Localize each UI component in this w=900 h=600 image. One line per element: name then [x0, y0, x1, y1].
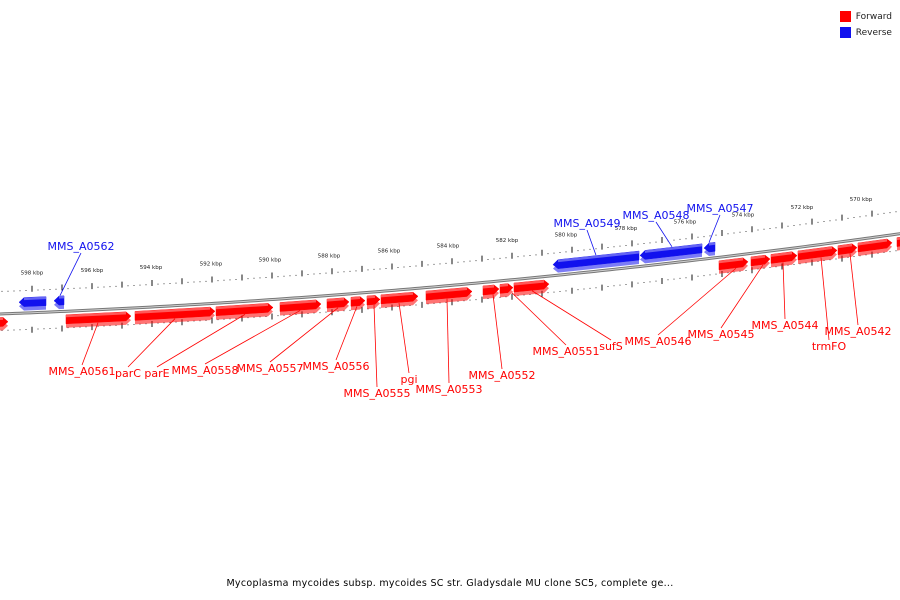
- gene-label[interactable]: MMS_A0545: [688, 328, 755, 341]
- forward-gene-arrow[interactable]: [326, 297, 350, 313]
- legend-label-reverse: Reverse: [855, 27, 892, 38]
- reverse-gene-arrow[interactable]: [18, 296, 47, 311]
- legend-item-forward: Forward: [839, 9, 892, 24]
- leader-line: [492, 294, 503, 370]
- legend: Forward Reverse: [839, 9, 892, 41]
- leader-line: [782, 262, 786, 320]
- leader-line: [81, 322, 99, 366]
- leader-line: [531, 290, 612, 341]
- leader-line: [373, 304, 378, 388]
- tick-label: 580 kbp: [555, 232, 578, 238]
- gene-label[interactable]: MMS_A0549: [554, 217, 621, 230]
- gene-label[interactable]: MMS_A0546: [625, 335, 692, 348]
- gene-label[interactable]: MMS_A0542: [825, 325, 892, 338]
- forward-gene-arrow[interactable]: [770, 251, 798, 268]
- forward-swatch: [839, 11, 851, 22]
- forward-gene-arrow[interactable]: [482, 284, 500, 299]
- leader-line: [446, 298, 450, 384]
- map-caption: Mycoplasma mycoides subsp. mycoides SC s…: [226, 578, 674, 589]
- reverse-gene-arrow[interactable]: [639, 243, 703, 264]
- tick-label: 596 kbp: [81, 268, 104, 274]
- legend-item-reverse: Reverse: [839, 25, 892, 40]
- leader-line: [398, 302, 410, 374]
- tick-label: 572 kbp: [791, 205, 814, 211]
- forward-gene-arrow[interactable]: [857, 238, 893, 256]
- gene-label[interactable]: MMS_A0561: [49, 365, 116, 378]
- leader-line: [655, 221, 673, 248]
- forward-gene-arrow[interactable]: [215, 303, 274, 320]
- gene-layer: [0, 236, 900, 331]
- gene-label[interactable]: trmFO: [812, 340, 847, 353]
- gene-label[interactable]: parE: [144, 367, 169, 380]
- tick-label: 576 kbp: [674, 219, 697, 225]
- reverse-swatch: [839, 27, 851, 38]
- leader-line: [269, 307, 339, 363]
- forward-gene-arrow[interactable]: [425, 287, 473, 305]
- forward-gene-arrow[interactable]: [513, 279, 550, 297]
- tick-label: 598 kbp: [21, 271, 44, 277]
- leader-line: [657, 267, 737, 336]
- gene-label[interactable]: MMS_A0547: [687, 202, 754, 215]
- leader-line: [720, 264, 764, 329]
- tick-label: 584 kbp: [437, 244, 460, 250]
- reverse-gene-arrow[interactable]: [552, 250, 640, 273]
- leader-line: [127, 318, 176, 368]
- gene-label[interactable]: parC: [115, 367, 141, 380]
- gene-label[interactable]: MMS_A0562: [48, 240, 115, 253]
- genome-backbone-highlight: [0, 233, 900, 315]
- gene-label[interactable]: MMS_A0553: [416, 383, 483, 396]
- reverse-gene-arrow[interactable]: [53, 295, 65, 310]
- gene-label[interactable]: MMS_A0551: [533, 345, 600, 358]
- leader-line: [335, 306, 358, 361]
- leader-line: [586, 229, 597, 256]
- leader-line: [708, 214, 721, 243]
- leader-line: [820, 257, 830, 341]
- forward-gene-arrow[interactable]: [65, 311, 132, 328]
- tick-label: 592 kbp: [200, 262, 223, 268]
- reverse-gene-arrow[interactable]: [703, 242, 716, 257]
- tick-label: 590 kbp: [259, 258, 282, 264]
- tick-label: 578 kbp: [615, 226, 638, 232]
- gene-label[interactable]: MMS_A0556: [303, 360, 370, 373]
- legend-label-forward: Forward: [855, 11, 892, 22]
- tick-label: 586 kbp: [378, 249, 401, 255]
- gene-label[interactable]: MMS_A0548: [623, 209, 690, 222]
- gene-label[interactable]: MMS_A0555: [344, 387, 411, 400]
- tick-label: 570 kbp: [850, 197, 873, 203]
- forward-gene-arrow[interactable]: [366, 295, 381, 309]
- leader-line: [849, 253, 859, 326]
- tick-label: 574 kbp: [732, 212, 755, 218]
- forward-gene-arrow[interactable]: [350, 296, 366, 311]
- forward-gene-arrow[interactable]: [797, 246, 838, 264]
- leader-line: [59, 252, 82, 296]
- gene-label[interactable]: MMS_A0558: [172, 364, 239, 377]
- forward-gene-arrow[interactable]: [499, 283, 514, 298]
- tick-label: 582 kbp: [496, 238, 519, 244]
- forward-gene-arrow[interactable]: [750, 254, 771, 270]
- forward-gene-arrow[interactable]: [134, 306, 216, 325]
- gene-label[interactable]: pgi: [400, 373, 417, 386]
- tick-label: 594 kbp: [140, 265, 163, 271]
- leader-line: [204, 310, 301, 365]
- forward-gene-arrow[interactable]: [380, 291, 419, 308]
- gene-label[interactable]: sufS: [599, 340, 623, 353]
- forward-gene-arrow[interactable]: [718, 257, 749, 274]
- gene-label[interactable]: MMS_A0544: [752, 319, 819, 332]
- leader-line: [156, 314, 246, 368]
- leader-line: [511, 292, 567, 346]
- forward-gene-arrow[interactable]: [279, 299, 322, 316]
- tick-label: 588 kbp: [318, 253, 341, 259]
- forward-gene-arrow[interactable]: [0, 317, 9, 331]
- gene-label[interactable]: MMS_A0552: [469, 369, 536, 382]
- forward-gene-arrow[interactable]: [837, 243, 858, 259]
- gene-label[interactable]: MMS_A0557: [237, 362, 304, 375]
